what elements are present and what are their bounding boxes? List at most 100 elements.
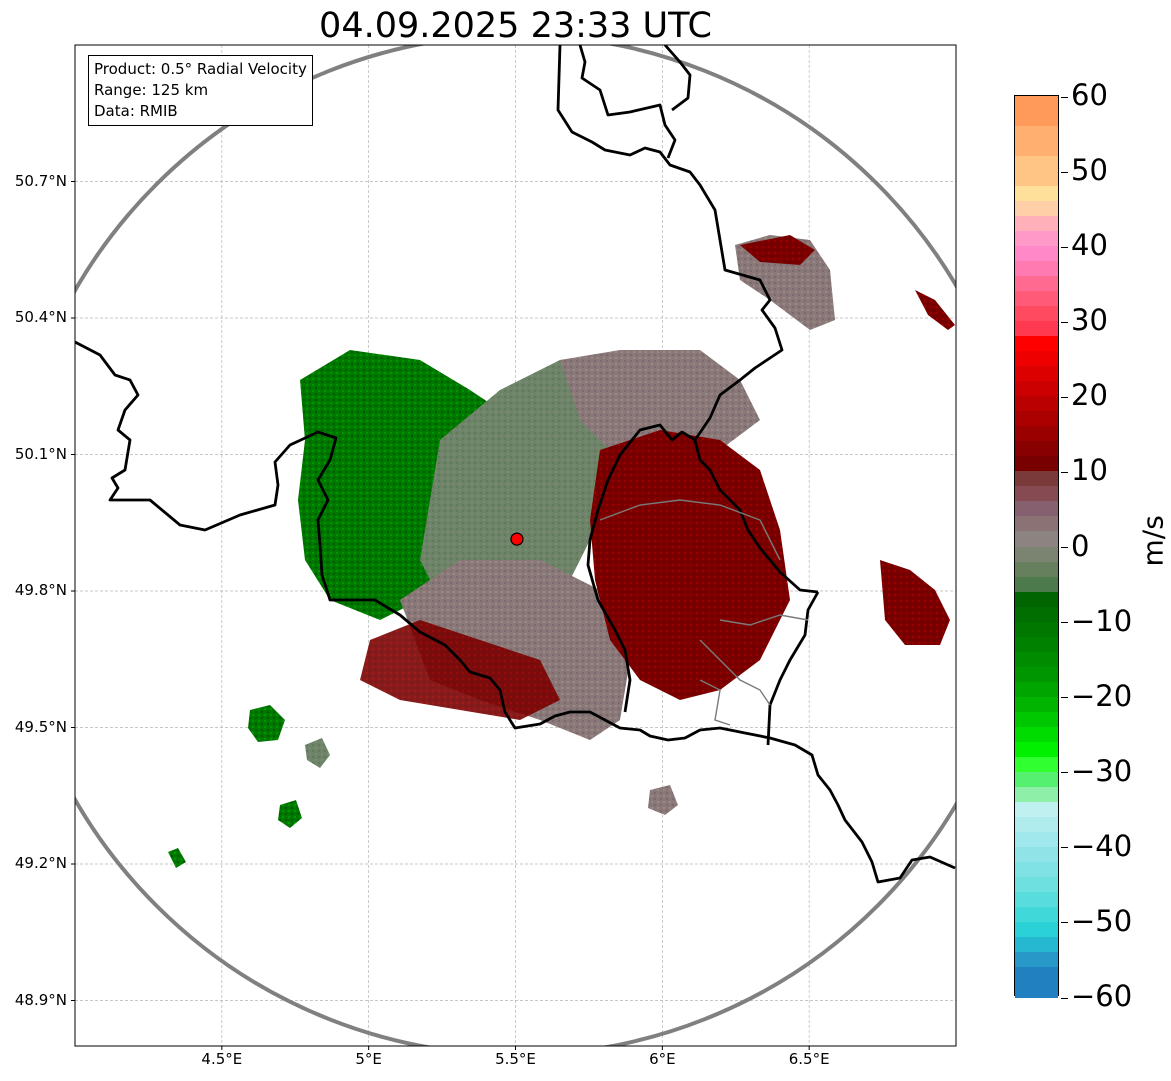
echo-cell-southwest-2 xyxy=(305,738,330,768)
colorbar-band xyxy=(1015,501,1058,518)
colorbar-tick-mark xyxy=(1061,547,1068,548)
colorbar-tick-text: −20 xyxy=(1071,678,1133,713)
lon-label: 5°E xyxy=(355,1050,382,1068)
colorbar-tick-label: −60 xyxy=(1061,981,1132,1011)
info-range: Range: 125 km xyxy=(94,81,209,99)
lon-label: 6.5°E xyxy=(788,1050,830,1068)
colorbar-band xyxy=(1015,606,1058,623)
colorbar-tick-label: 10 xyxy=(1061,455,1108,485)
colorbar-band xyxy=(1015,711,1058,728)
colorbar-tick-text: −30 xyxy=(1071,753,1133,788)
colorbar-tick-mark xyxy=(1061,96,1068,98)
colorbar-tick-text: 30 xyxy=(1071,303,1108,338)
info-data: Data: RMIB xyxy=(94,102,178,120)
echo-cell-southwest-4 xyxy=(168,848,186,868)
province-line-4 xyxy=(699,679,731,726)
colorbar-band xyxy=(1015,486,1058,503)
colorbar-band xyxy=(1015,366,1058,382)
colorbar-tick-text: −50 xyxy=(1071,903,1133,938)
colorbar-band xyxy=(1015,201,1058,217)
colorbar-tick-text: 60 xyxy=(1071,78,1108,112)
echo-neutral-northeast xyxy=(560,350,760,460)
colorbar-band xyxy=(1015,516,1058,533)
colorbar-tick-label: −30 xyxy=(1061,756,1132,786)
colorbar-band xyxy=(1015,801,1058,818)
lon-label: 5.5°E xyxy=(495,1050,536,1068)
lat-label: 50.4°N xyxy=(14,308,67,326)
colorbar-band xyxy=(1015,546,1058,563)
lat-label: 49.2°N xyxy=(14,854,67,872)
colorbar-tick-mark xyxy=(1061,997,1068,999)
colorbar-tick-label: −10 xyxy=(1061,606,1132,636)
colorbar-band xyxy=(1015,561,1058,578)
colorbar-band xyxy=(1015,246,1058,262)
lat-label: 49.8°N xyxy=(14,581,67,599)
colorbar-tick-label: 40 xyxy=(1061,230,1108,260)
colorbar-band xyxy=(1015,846,1058,863)
colorbar-band xyxy=(1015,531,1058,548)
velocity-echoes xyxy=(168,235,955,868)
colorbar-band xyxy=(1015,951,1058,968)
colorbar-tick-text: −40 xyxy=(1071,828,1133,863)
colorbar-band xyxy=(1015,636,1058,653)
colorbar-band xyxy=(1015,156,1058,187)
colorbar-band xyxy=(1015,216,1058,232)
lon-label: 4.5°E xyxy=(201,1050,243,1068)
colorbar-tick-text: −10 xyxy=(1071,603,1133,638)
colorbar-band xyxy=(1015,426,1058,442)
colorbar-band xyxy=(1015,756,1058,773)
border-germany-north xyxy=(556,45,784,441)
colorbar-tick-mark xyxy=(1061,171,1068,173)
colorbar-band xyxy=(1015,381,1058,397)
colorbar-band xyxy=(1015,621,1058,638)
colorbar-band xyxy=(1015,471,1058,488)
colorbar xyxy=(1014,95,1059,998)
colorbar-tick-label: −40 xyxy=(1061,831,1132,861)
colorbar-band xyxy=(1015,741,1058,758)
colorbar-band xyxy=(1015,771,1058,788)
colorbar-tick-label: −50 xyxy=(1061,906,1132,936)
colorbar-band xyxy=(1015,906,1058,923)
colorbar-band xyxy=(1015,936,1058,953)
colorbar-tick-mark xyxy=(1061,847,1068,849)
colorbar-band xyxy=(1015,351,1058,367)
colorbar-band xyxy=(1015,876,1058,893)
echo-cell-southwest-3 xyxy=(278,800,302,828)
colorbar-band xyxy=(1015,186,1058,202)
colorbar-tick-mark xyxy=(1061,246,1068,248)
colorbar-band xyxy=(1015,786,1058,803)
colorbar-tick-mark xyxy=(1061,772,1068,774)
colorbar-tick-mark xyxy=(1061,321,1068,323)
colorbar-tick-text: −60 xyxy=(1071,979,1133,1013)
lat-label: 50.7°N xyxy=(14,171,67,190)
info-box: Product: 0.5° Radial Velocity Range: 125… xyxy=(88,55,313,126)
border-netherlands xyxy=(578,45,677,159)
colorbar-band xyxy=(1015,816,1058,833)
echo-cell-northeast-edge xyxy=(915,290,955,330)
colorbar-band xyxy=(1015,726,1058,743)
axis-ticks xyxy=(71,181,810,1050)
colorbar-tick-label: 0 xyxy=(1061,531,1089,561)
colorbar-band xyxy=(1015,696,1058,713)
colorbar-band xyxy=(1015,336,1058,352)
colorbar-band xyxy=(1015,306,1058,322)
lat-label: 48.9°N xyxy=(14,990,67,1009)
colorbar-tick-text: 0 xyxy=(1071,528,1090,563)
border-northeast-loop xyxy=(663,45,692,112)
radar-site-marker[interactable] xyxy=(510,532,524,546)
province-line-2 xyxy=(719,614,809,626)
echo-neutral-south xyxy=(400,560,630,740)
colorbar-band xyxy=(1015,831,1058,848)
colorbar-band xyxy=(1015,591,1058,608)
colorbar-band xyxy=(1015,891,1058,908)
colorbar-tick-mark xyxy=(1061,471,1068,473)
lat-label: 50.1°N xyxy=(14,444,67,463)
colorbar-tick-label: 50 xyxy=(1061,155,1108,185)
colorbar-band xyxy=(1015,441,1058,457)
map-title: 04.09.2025 23:33 UTC xyxy=(319,6,712,46)
echo-cell-east xyxy=(880,560,950,645)
province-line-3 xyxy=(699,639,771,706)
colorbar-band xyxy=(1015,411,1058,427)
province-borders xyxy=(599,499,809,726)
